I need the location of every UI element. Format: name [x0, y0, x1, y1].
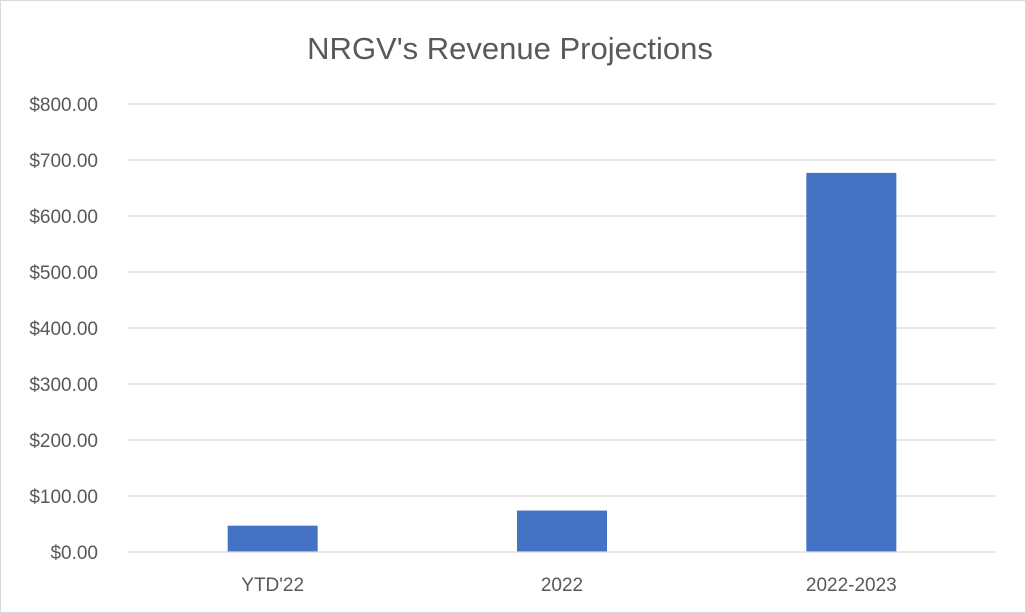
y-tick-label: $400.00 — [29, 319, 98, 340]
y-tick-label: $100.00 — [29, 487, 98, 508]
y-tick-label: $0.00 — [50, 543, 98, 564]
x-category-label: 2022-2023 — [806, 575, 897, 596]
y-tick-label: $700.00 — [29, 151, 98, 172]
bar — [806, 172, 897, 552]
bar — [227, 525, 318, 552]
y-tick-label: $500.00 — [29, 263, 98, 284]
y-tick-label: $800.00 — [29, 95, 98, 116]
y-tick-label: $300.00 — [29, 375, 98, 396]
bars — [227, 172, 897, 552]
y-axis-tick-labels: $0.00 $100.00 $200.00 $300.00 $400.00 $500.00… — [29, 95, 98, 564]
gridlines — [128, 103, 996, 497]
x-axis-category-labels: YTD'22 2022 2022-2023 — [241, 575, 896, 596]
chart-title: NRGV's Revenue Projections — [307, 31, 713, 66]
y-tick-label: $600.00 — [29, 207, 98, 228]
x-category-label: YTD'22 — [241, 575, 304, 596]
bar — [517, 510, 607, 552]
x-category-label: 2022 — [541, 575, 583, 596]
y-tick-label: $200.00 — [29, 431, 98, 452]
